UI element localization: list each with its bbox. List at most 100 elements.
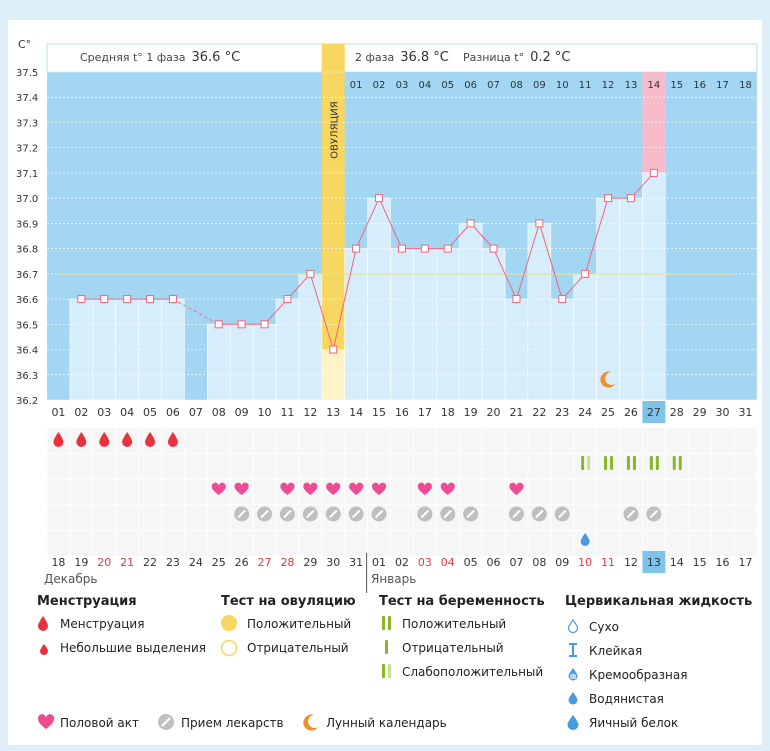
- y-tick-label: 37.3: [16, 118, 38, 129]
- cycle-day-label: 30: [716, 406, 730, 419]
- pregnancy-test-bar: [672, 456, 676, 470]
- medication-pill-stripe: [466, 509, 475, 519]
- date-label: 22: [143, 556, 157, 569]
- cycle-day-label: 08: [212, 406, 226, 419]
- date-label: 31: [349, 556, 363, 569]
- cycle-day-label: 04: [120, 406, 134, 419]
- date-label: 24: [189, 556, 203, 569]
- header-band: [46, 43, 758, 73]
- cycle-day-label: 27: [647, 406, 661, 419]
- cycle-day-label: 06: [166, 406, 180, 419]
- temperature-bar: [229, 324, 254, 401]
- temperature-point: [397, 244, 406, 253]
- date-label: 26: [235, 556, 249, 569]
- temperature-line-segment: [561, 273, 586, 300]
- phase2-label: 2 фаза: [355, 51, 395, 64]
- cycle-day-label: 20: [487, 406, 501, 419]
- luteal-day-label: 04: [418, 80, 431, 91]
- temperature-point: [581, 269, 590, 278]
- cycle-day-label: 07: [189, 406, 203, 419]
- temperature-point: [352, 244, 361, 253]
- y-axis-label: C°: [18, 38, 31, 51]
- cycle-day-label: 31: [738, 406, 752, 419]
- menstruation-drop-icon: [145, 432, 156, 447]
- temperature-point: [626, 194, 635, 203]
- luteal-highlight-cell: [642, 72, 666, 96]
- y-tick-label: 36.2: [16, 396, 38, 407]
- date-label: 29: [303, 556, 317, 569]
- cycle-day-label: 19: [464, 406, 478, 419]
- medication-pill-stripe: [237, 509, 246, 519]
- y-tick-label: 37.4: [16, 93, 38, 104]
- temperature-bar: [642, 172, 666, 401]
- cycle-day-label: 09: [235, 406, 249, 419]
- date-label: 06: [487, 556, 501, 569]
- temperature-bar: [138, 298, 162, 401]
- phase2-value: 36.8 °C: [400, 50, 449, 65]
- date-label: 19: [74, 556, 88, 569]
- temperature-bar: [458, 223, 483, 401]
- medication-pill-stripe: [420, 509, 430, 519]
- cycle-day-label: 11: [280, 406, 294, 419]
- temperature-line-segment: [309, 273, 334, 350]
- medication-pill-stripe: [283, 509, 292, 519]
- cycle-day-label: 03: [97, 406, 111, 419]
- luteal-day-label: 03: [396, 80, 409, 91]
- date-label: 21: [120, 556, 134, 569]
- intercourse-heart-icon: [417, 482, 432, 495]
- temperature-point: [649, 168, 658, 177]
- temperature-point: [123, 295, 132, 304]
- pregnancy-test-bar: [610, 456, 614, 470]
- pregnancy-test-bar: [632, 456, 636, 470]
- date-label: 01: [372, 556, 386, 569]
- bbt-chart: 37.5 37.4 37.3 37.2 37.1 37.0 36.9 36.8 36.7 36.6…: [16, 38, 758, 593]
- intercourse-heart-icon: [326, 482, 341, 495]
- temperature-point: [329, 345, 338, 354]
- y-tick-label: 37.0: [16, 194, 38, 205]
- temperature-line-segment: [584, 198, 609, 274]
- luteal-day-label: 18: [739, 80, 752, 91]
- date-label: 02: [395, 556, 409, 569]
- date-label: 28: [280, 556, 294, 569]
- temperature-line-segment: [538, 223, 563, 300]
- temperature-line-segment: [378, 197, 403, 249]
- temperature-line-segment: [264, 298, 288, 325]
- temperature-point: [420, 244, 429, 253]
- luteal-day-label: 01: [350, 80, 363, 91]
- cervical-fluid-icon: [580, 533, 590, 546]
- date-label: 23: [166, 556, 180, 569]
- luteal-day-label: 16: [693, 80, 706, 91]
- temperature-bar: [390, 248, 414, 401]
- menstruation-drop-icon: [76, 432, 87, 447]
- phase1-average: Средняя t° 1 фаза 36.6 °C: [80, 50, 240, 65]
- symptom-grid: [47, 428, 757, 556]
- cycle-day-label: 17: [418, 406, 432, 419]
- luteal-day-label: 08: [510, 80, 523, 91]
- luteal-day-label: 11: [579, 80, 592, 91]
- date-label: 07: [509, 556, 523, 569]
- month-january: Январь: [371, 572, 417, 586]
- cycle-day-label: 16: [395, 406, 409, 419]
- medication-pill-stripe: [374, 509, 384, 519]
- temperature-line-segment: [355, 197, 380, 249]
- date-label: 14: [670, 556, 684, 569]
- temperature-line-segment: [630, 172, 655, 199]
- date-label: 10: [578, 556, 592, 569]
- medication-pill-stripe: [306, 509, 315, 519]
- temperature-point: [512, 295, 521, 304]
- medication-pill-stripe: [535, 509, 544, 519]
- intercourse-heart-icon: [303, 482, 318, 495]
- temperature-bar: [550, 298, 574, 401]
- luteal-day-label: 05: [441, 80, 454, 91]
- phase2-average: 2 фаза 36.8 °C: [355, 50, 449, 65]
- temperature-line-segment: [287, 273, 311, 300]
- temperature-bar: [573, 273, 597, 401]
- y-tick-label: 36.3: [16, 371, 38, 382]
- temperature-point: [77, 295, 86, 304]
- luteal-day-label: 17: [716, 80, 729, 91]
- y-tick-label: 36.4: [16, 346, 38, 357]
- date-label: 15: [693, 556, 707, 569]
- menstruation-drop-icon: [99, 432, 110, 447]
- date-label: 03: [418, 556, 432, 569]
- cycle-day-label: 13: [326, 406, 340, 419]
